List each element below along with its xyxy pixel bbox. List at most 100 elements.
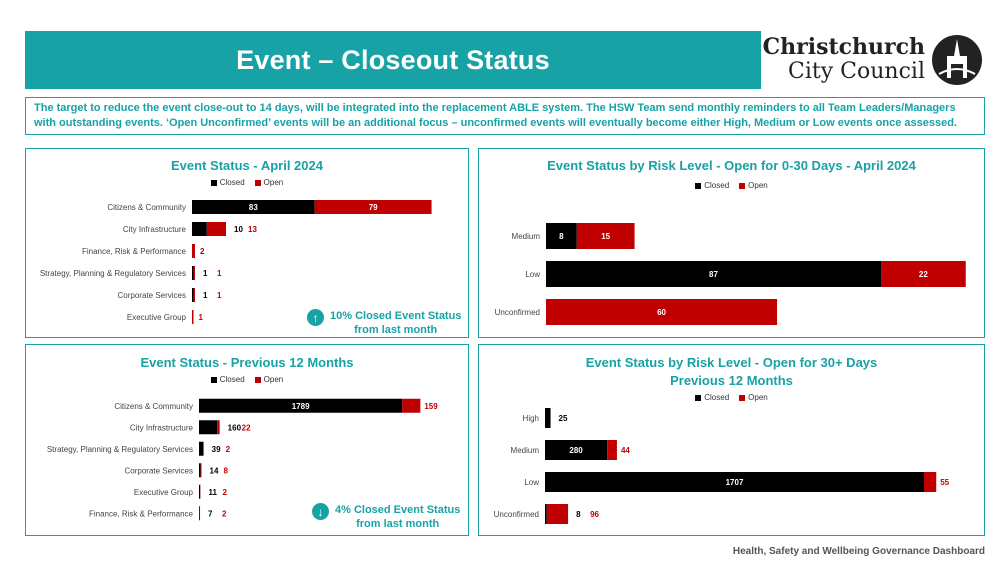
category-label: Low [525, 270, 540, 279]
bar-open [546, 299, 778, 325]
bar-closed [545, 472, 925, 492]
bar-open [192, 244, 195, 258]
panel-april-status: Event Status - April 2024 Closed Open Ci… [25, 148, 469, 338]
callout-line2: from last month [356, 518, 440, 530]
page-title: Event – Closeout Status [236, 44, 550, 75]
arrow-up-icon: ↑ [307, 309, 324, 326]
value-label-closed: 39 [212, 445, 221, 454]
bar-open [881, 261, 966, 287]
category-label: Unconfirmed [495, 308, 540, 317]
value-label-open: 79 [369, 203, 378, 212]
legend-closed: Closed [695, 181, 729, 190]
value-label-open: 44 [621, 446, 630, 455]
value-label-closed: 11 [208, 488, 217, 497]
category-label: Finance, Risk & Performance [89, 509, 194, 518]
bar-closed [546, 223, 577, 249]
bar-closed [192, 266, 194, 280]
category-label: City Infrastructure [123, 225, 187, 234]
footer-text: Health, Safety and Wellbeing Governance … [732, 546, 985, 557]
category-label: Strategy, Planning & Regulatory Services [47, 445, 193, 454]
value-label-closed: 160 [228, 423, 242, 432]
panel-title: Event Status by Risk Level - Open for 30… [585, 355, 878, 370]
category-label: Strategy, Planning & Regulatory Services [40, 269, 186, 278]
value-label-closed: 14 [210, 466, 219, 475]
category-label: Medium [512, 232, 541, 241]
value-label-closed: 1 [203, 269, 208, 278]
category-label: City Infrastructure [130, 423, 194, 432]
callout-line2: from last month [354, 324, 438, 336]
value-label-open: 55 [940, 478, 949, 487]
category-label: Low [524, 478, 539, 487]
panel-risk-30-plus: Event Status by Risk Level - Open for 30… [478, 344, 985, 536]
callout-last12: ↓ 4% Closed Event Status from last month [312, 503, 460, 531]
value-label-open: 1 [217, 291, 222, 300]
category-label: Executive Group [134, 488, 194, 497]
bar-closed [545, 504, 547, 524]
value-label-closed: 1 [203, 291, 208, 300]
bar-closed [199, 420, 218, 435]
value-label-closed: 10 [234, 225, 243, 234]
value-label-open: 60 [657, 308, 666, 317]
legend-open: Open [254, 375, 283, 384]
panel-title: Event Status - Previous 12 Months [140, 355, 354, 370]
legend-open: Open [254, 178, 283, 187]
bar-closed [545, 440, 608, 460]
category-label: Finance, Risk & Performance [82, 247, 187, 256]
cathedral-emblem-icon [932, 35, 982, 85]
value-label-closed: 83 [249, 203, 258, 212]
bar-open [402, 398, 421, 413]
logo-line1: Christchurch [762, 34, 925, 60]
callout-april: ↑ 10% Closed Event Status from last mont… [307, 309, 461, 337]
bar-open [200, 463, 202, 478]
previous-12-months-bar-chart: Citizens & Community 1789 159 City Infrastr… [47, 398, 438, 521]
legend-closed: Closed [695, 393, 729, 402]
value-label-open: 2 [222, 509, 227, 518]
value-label-closed: 7 [208, 509, 213, 518]
value-label-open: 15 [601, 232, 610, 241]
category-label: Corporate Services [125, 466, 193, 475]
category-label: Citizens & Community [107, 203, 186, 212]
bar-closed [192, 200, 315, 214]
bar-open [206, 222, 227, 236]
arrow-down-icon: ↓ [312, 503, 329, 520]
legend: Closed Open [26, 375, 468, 384]
value-label-closed: 1789 [292, 402, 310, 411]
bar-open [193, 288, 195, 302]
bar-closed [199, 484, 201, 499]
value-label-closed: 8 [559, 232, 564, 241]
category-label: Executive Group [127, 313, 187, 322]
legend-open: Open [739, 393, 768, 402]
legend: Closed Open [26, 178, 468, 187]
panel-previous-12-months: Event Status - Previous 12 Months Closed… [25, 344, 469, 536]
bar-open [192, 310, 194, 324]
council-logo: Christchurch City Council [763, 34, 983, 86]
value-label-open: 1 [217, 269, 222, 278]
value-label-closed: 25 [559, 414, 568, 423]
legend: Closed Open [479, 181, 984, 190]
category-label: Citizens & Community [114, 402, 193, 411]
bar-open [546, 504, 569, 524]
value-label-open: 1 [198, 313, 203, 322]
value-label-open: 13 [248, 225, 257, 234]
panel-subtitle: Previous 12 Months [670, 373, 793, 388]
value-label-open: 159 [424, 402, 438, 411]
callout-line1: 4% Closed Event Status [335, 504, 461, 516]
value-label-open: 2 [222, 488, 227, 497]
legend: Closed Open [479, 393, 984, 402]
logo-line2: City Council [788, 59, 925, 84]
panel-title: Event Status - April 2024 [171, 158, 323, 173]
logo-text: Christchurch City Council [763, 34, 925, 84]
bar-closed [192, 222, 207, 236]
value-label-open: 22 [919, 270, 928, 279]
panel-risk-0-30: Event Status by Risk Level - Open for 0-… [478, 148, 985, 338]
value-label-open: 22 [242, 423, 251, 432]
bar-closed [199, 506, 200, 521]
bar-closed [546, 261, 882, 287]
value-label-open: 96 [590, 510, 599, 519]
target-note: The target to reduce the event close-out… [25, 97, 985, 135]
bar-open [193, 266, 195, 280]
april-bar-chart: Citizens & Community 83 79 City Infrastruct… [40, 200, 432, 324]
category-label: High [523, 414, 539, 423]
legend-closed: Closed [210, 375, 245, 384]
category-label: Unconfirmed [494, 510, 539, 519]
